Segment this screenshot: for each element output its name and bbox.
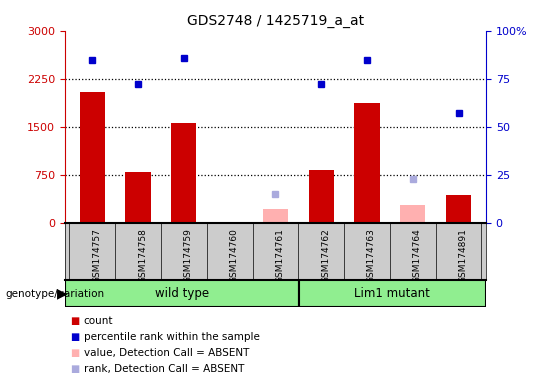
Text: GSM174760: GSM174760 [230,228,239,283]
Bar [65,280,299,307]
Bar [354,103,380,223]
Text: count: count [84,316,113,326]
Text: ■: ■ [70,364,79,374]
Title: GDS2748 / 1425719_a_at: GDS2748 / 1425719_a_at [187,14,364,28]
Bar [400,205,426,223]
Bar [171,123,197,223]
Bar [299,280,486,307]
Text: genotype/variation: genotype/variation [5,289,105,299]
Text: ■: ■ [70,332,79,342]
Bar [446,195,471,223]
Text: value, Detection Call = ABSENT: value, Detection Call = ABSENT [84,348,249,358]
Text: ■: ■ [70,348,79,358]
Text: GSM174761: GSM174761 [275,228,285,283]
Text: GSM174762: GSM174762 [321,228,330,283]
Text: GSM174764: GSM174764 [413,228,422,283]
Text: GSM174891: GSM174891 [458,228,468,283]
Text: percentile rank within the sample: percentile rank within the sample [84,332,260,342]
Text: GSM174763: GSM174763 [367,228,376,283]
Text: wild type: wild type [155,287,209,300]
Bar [125,172,151,223]
Text: GSM174758: GSM174758 [138,228,147,283]
Bar [80,91,105,223]
Bar [308,170,334,223]
Bar [263,209,288,223]
Text: GSM174757: GSM174757 [92,228,102,283]
Text: GSM174759: GSM174759 [184,228,193,283]
Text: ■: ■ [70,316,79,326]
Text: Lim1 mutant: Lim1 mutant [354,287,430,300]
Bar [217,222,242,223]
Text: rank, Detection Call = ABSENT: rank, Detection Call = ABSENT [84,364,244,374]
Text: ▶: ▶ [57,287,68,301]
